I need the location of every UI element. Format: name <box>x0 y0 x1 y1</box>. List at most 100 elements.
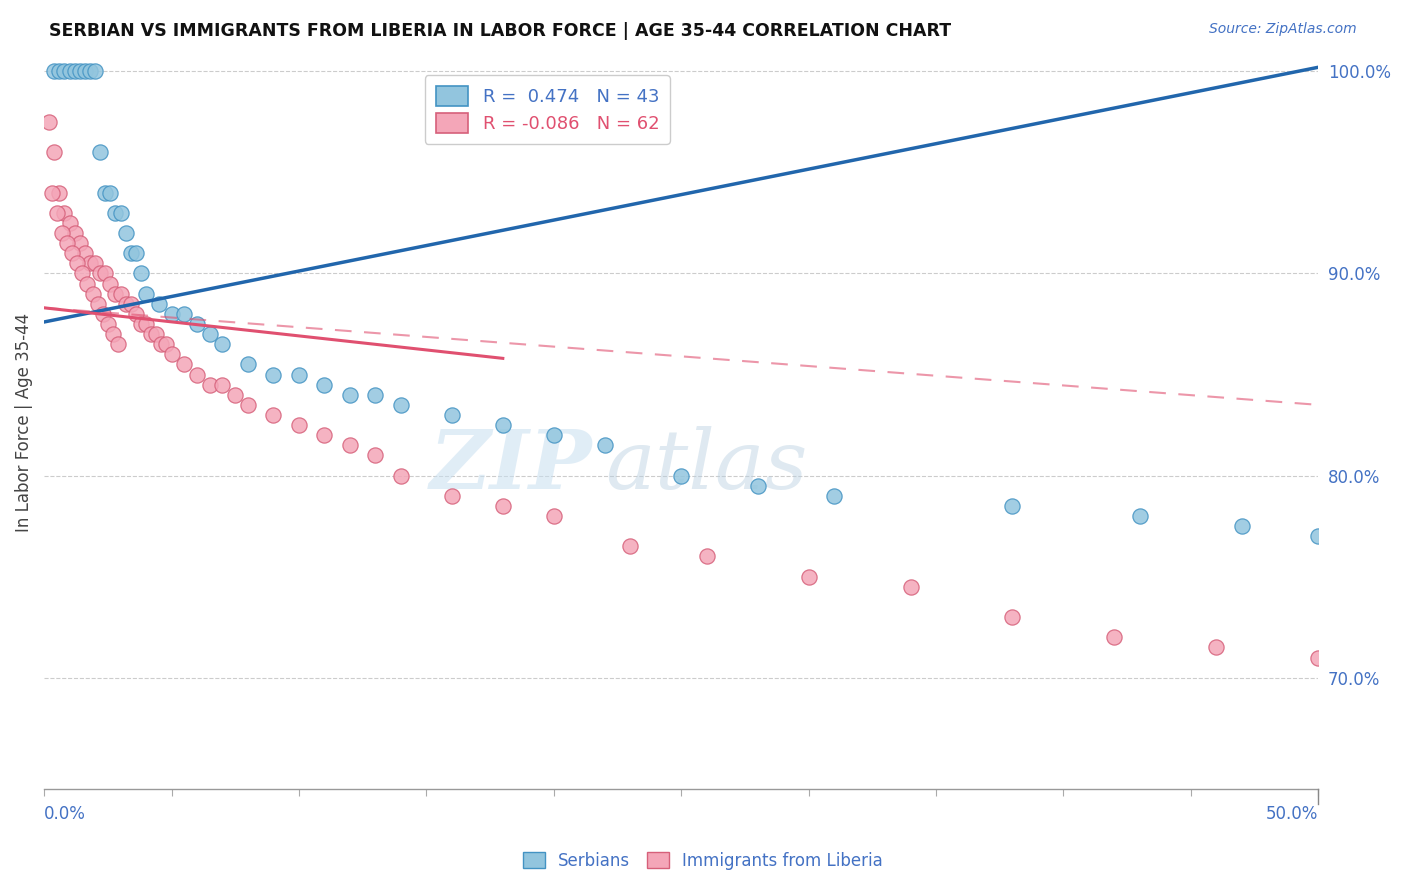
Point <box>104 206 127 220</box>
Point <box>101 327 124 342</box>
Point <box>173 358 195 372</box>
Point <box>747 479 769 493</box>
Point <box>69 236 91 251</box>
Point <box>110 206 132 220</box>
Point <box>69 64 91 78</box>
Point <box>160 307 183 321</box>
Point <box>364 449 387 463</box>
Point <box>120 297 142 311</box>
Point <box>38 115 60 129</box>
Point <box>58 64 80 78</box>
Point <box>72 267 94 281</box>
Legend: R =  0.474   N = 43, R = -0.086   N = 62: R = 0.474 N = 43, R = -0.086 N = 62 <box>425 75 671 144</box>
Text: 50.0%: 50.0% <box>1265 805 1319 823</box>
Point <box>79 256 101 270</box>
Point <box>593 438 616 452</box>
Point <box>91 307 114 321</box>
Point <box>900 580 922 594</box>
Point <box>198 327 221 342</box>
Point <box>110 286 132 301</box>
Point <box>1001 610 1024 624</box>
Point <box>440 408 463 422</box>
Point <box>63 226 86 240</box>
Point <box>797 569 820 583</box>
Point <box>53 64 76 78</box>
Point <box>186 368 208 382</box>
Point <box>120 246 142 260</box>
Point <box>98 186 121 200</box>
Point <box>262 368 284 382</box>
Point <box>440 489 463 503</box>
Point <box>236 398 259 412</box>
Point <box>129 267 152 281</box>
Point <box>44 64 66 78</box>
Point <box>1129 509 1152 524</box>
Point <box>150 337 173 351</box>
Point <box>1230 519 1253 533</box>
Point <box>125 307 148 321</box>
Point <box>1104 630 1126 644</box>
Point <box>79 64 101 78</box>
Point <box>135 286 157 301</box>
Point <box>56 236 79 251</box>
Point <box>73 64 96 78</box>
Point <box>339 438 361 452</box>
Point <box>107 337 129 351</box>
Point <box>135 317 157 331</box>
Point <box>314 377 336 392</box>
Point <box>364 388 387 402</box>
Y-axis label: In Labor Force | Age 35-44: In Labor Force | Age 35-44 <box>15 312 32 532</box>
Point <box>389 468 412 483</box>
Point <box>543 428 565 442</box>
Point <box>288 368 311 382</box>
Point <box>669 468 692 483</box>
Point <box>211 377 233 392</box>
Point <box>314 428 336 442</box>
Point <box>82 286 104 301</box>
Point <box>1308 650 1330 665</box>
Point <box>44 145 66 160</box>
Point <box>173 307 195 321</box>
Point <box>114 226 136 240</box>
Point <box>262 408 284 422</box>
Point <box>1205 640 1227 655</box>
Point <box>51 226 73 240</box>
Point <box>114 297 136 311</box>
Point <box>224 388 246 402</box>
Point <box>1308 529 1330 543</box>
Point <box>89 267 111 281</box>
Point <box>492 418 515 433</box>
Point <box>823 489 845 503</box>
Point <box>211 337 233 351</box>
Point <box>389 398 412 412</box>
Point <box>73 246 96 260</box>
Point <box>84 64 107 78</box>
Point <box>98 277 121 291</box>
Point <box>76 277 98 291</box>
Point <box>60 246 83 260</box>
Point <box>696 549 718 564</box>
Point <box>125 246 148 260</box>
Text: 0.0%: 0.0% <box>44 805 86 823</box>
Text: SERBIAN VS IMMIGRANTS FROM LIBERIA IN LABOR FORCE | AGE 35-44 CORRELATION CHART: SERBIAN VS IMMIGRANTS FROM LIBERIA IN LA… <box>49 22 952 40</box>
Point <box>53 206 76 220</box>
Point <box>139 327 162 342</box>
Point <box>86 297 108 311</box>
Point <box>94 186 117 200</box>
Point <box>48 186 70 200</box>
Point <box>1001 499 1024 513</box>
Legend: Serbians, Immigrants from Liberia: Serbians, Immigrants from Liberia <box>516 846 890 877</box>
Point <box>45 206 67 220</box>
Point <box>160 347 183 361</box>
Point <box>94 267 117 281</box>
Point <box>148 297 170 311</box>
Point <box>145 327 167 342</box>
Point <box>236 358 259 372</box>
Point <box>84 256 107 270</box>
Text: Source: ZipAtlas.com: Source: ZipAtlas.com <box>1209 22 1357 37</box>
Point <box>104 286 127 301</box>
Point <box>66 256 89 270</box>
Point <box>492 499 515 513</box>
Point <box>543 509 565 524</box>
Point <box>129 317 152 331</box>
